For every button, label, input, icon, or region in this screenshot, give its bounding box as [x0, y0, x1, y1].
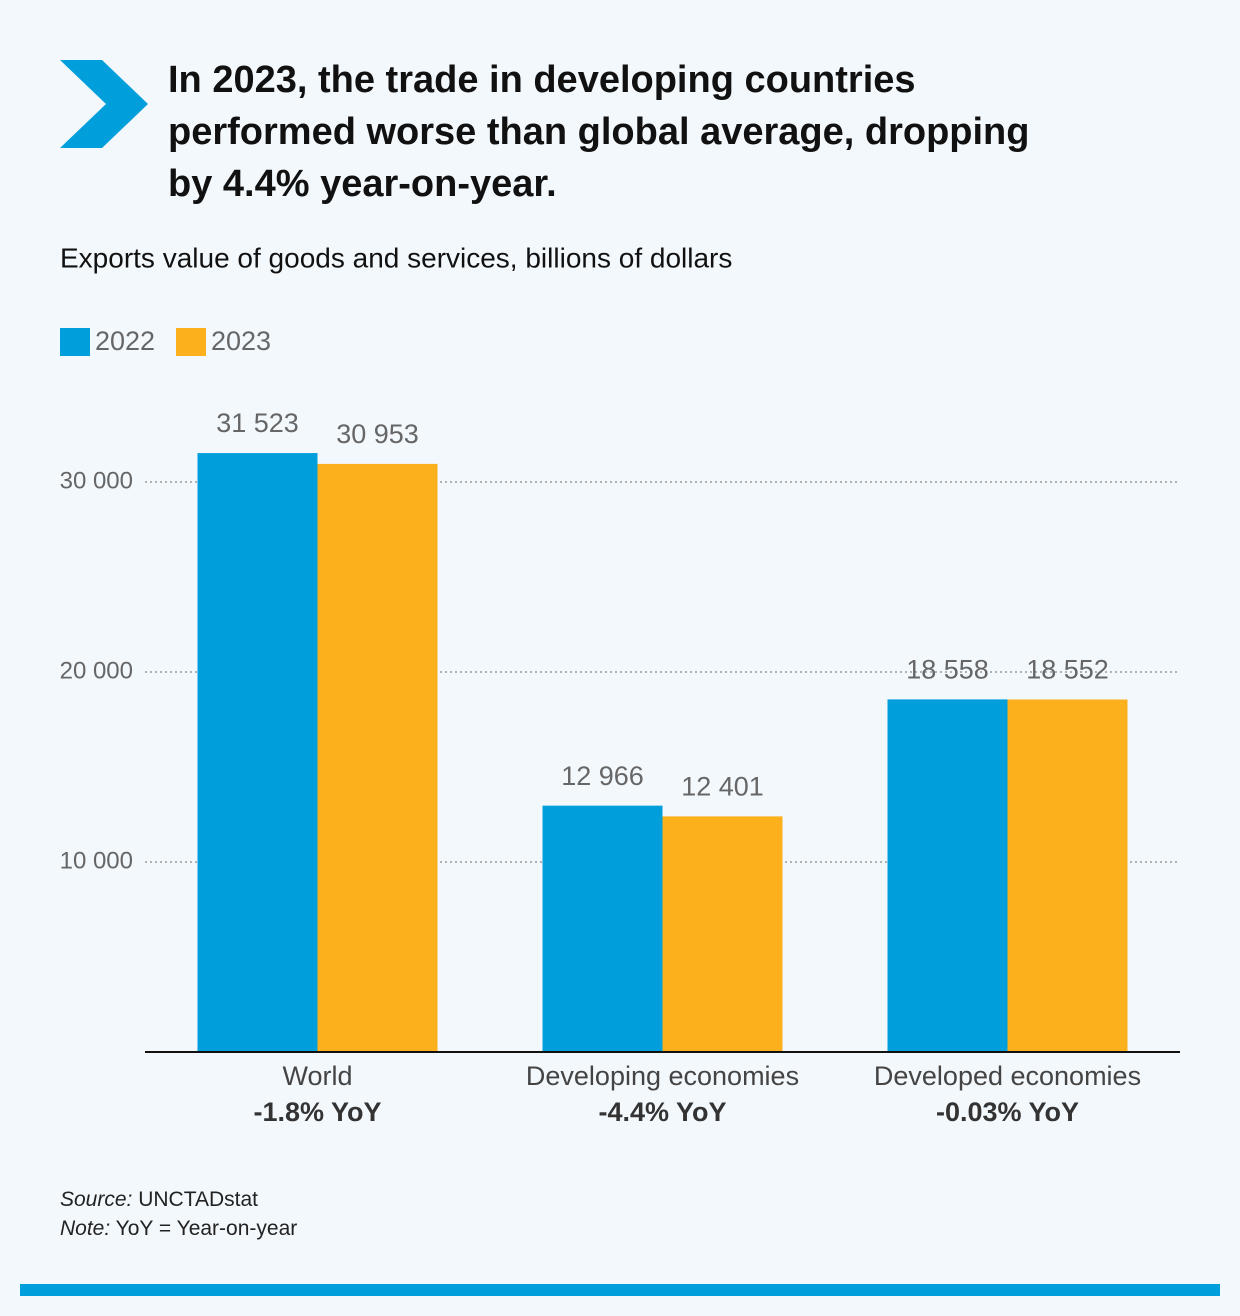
- bar: [197, 453, 318, 1052]
- note-text: YoY = Year-on-year: [116, 1217, 298, 1240]
- legend-label: 2022: [95, 326, 155, 356]
- category-note: -0.03% YoY: [936, 1097, 1079, 1127]
- bar: [887, 699, 1008, 1052]
- y-tick-label: 20 000: [60, 657, 133, 684]
- legend-swatch: [60, 328, 90, 356]
- value-label: 18 552: [1026, 655, 1109, 685]
- bar: [1007, 699, 1128, 1052]
- y-tick-label: 10 000: [60, 847, 133, 874]
- legend-label: 2023: [211, 326, 271, 356]
- value-label: 12 966: [561, 761, 644, 791]
- value-label: 31 523: [216, 408, 299, 438]
- bar: [662, 816, 783, 1052]
- value-label: 18 558: [906, 655, 989, 685]
- chart-title: by 4.4% year-on-year.: [168, 163, 557, 205]
- y-tick-label: 30 000: [60, 467, 133, 494]
- value-label: 30 953: [336, 419, 419, 449]
- chart-title: performed worse than global average, dro…: [168, 111, 1029, 153]
- x-tick-label: Developing economies: [526, 1061, 799, 1091]
- bar: [317, 463, 438, 1052]
- source: Source: UNCTADstat: [60, 1188, 258, 1211]
- chart-subtitle: Exports value of goods and services, bil…: [60, 242, 732, 273]
- footer-bar: [20, 1284, 1220, 1296]
- x-tick-label: Developed economies: [874, 1061, 1141, 1091]
- value-label: 12 401: [681, 772, 764, 802]
- chart-title: In 2023, the trade in developing countri…: [168, 59, 916, 101]
- note-label: Note:: [60, 1217, 110, 1240]
- bar: [542, 805, 663, 1052]
- source-text: UNCTADstat: [138, 1188, 258, 1211]
- category-note: -1.8% YoY: [253, 1097, 381, 1127]
- chevron-icon: [60, 60, 148, 148]
- source-label: Source:: [60, 1188, 132, 1211]
- legend-swatch: [176, 328, 206, 356]
- x-tick-label: World: [282, 1061, 352, 1091]
- note: Note: YoY = Year-on-year: [60, 1217, 297, 1240]
- category-note: -4.4% YoY: [598, 1097, 726, 1127]
